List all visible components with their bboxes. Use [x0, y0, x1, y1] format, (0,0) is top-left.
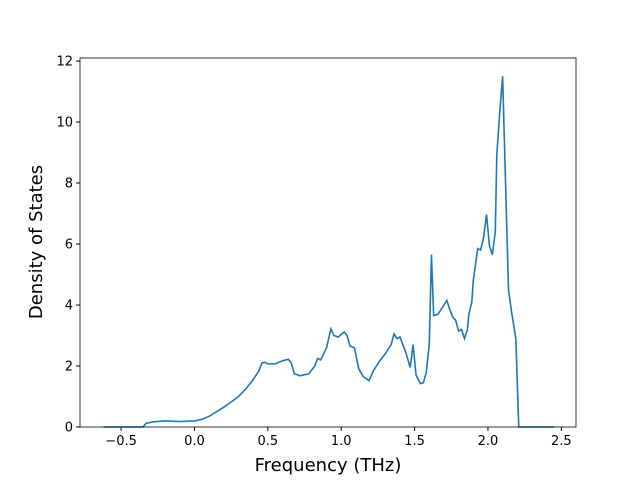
x-tick-label: 1.0	[331, 434, 352, 449]
x-tick-label: 2.0	[478, 434, 499, 449]
x-tick-label: 0.0	[184, 434, 205, 449]
y-tick-label: 6	[65, 238, 73, 253]
x-tick-label: −0.5	[105, 434, 137, 449]
plot-frame	[79, 57, 577, 428]
x-tick-label: 2.5	[551, 434, 572, 449]
y-tick-label: 0	[65, 421, 73, 436]
y-tick-label: 4	[65, 299, 73, 314]
x-axis-label: Frequency (THz)	[255, 455, 402, 476]
x-tick-label: 0.5	[257, 434, 278, 449]
y-axis-label: Density of States	[26, 165, 47, 319]
y-tick-label: 10	[56, 116, 73, 131]
line	[103, 76, 554, 428]
y-tick-label: 2	[65, 360, 73, 375]
y-tick-label: 12	[56, 55, 73, 70]
x-tick-label: 1.5	[404, 434, 425, 449]
y-tick-label: 8	[65, 177, 73, 192]
